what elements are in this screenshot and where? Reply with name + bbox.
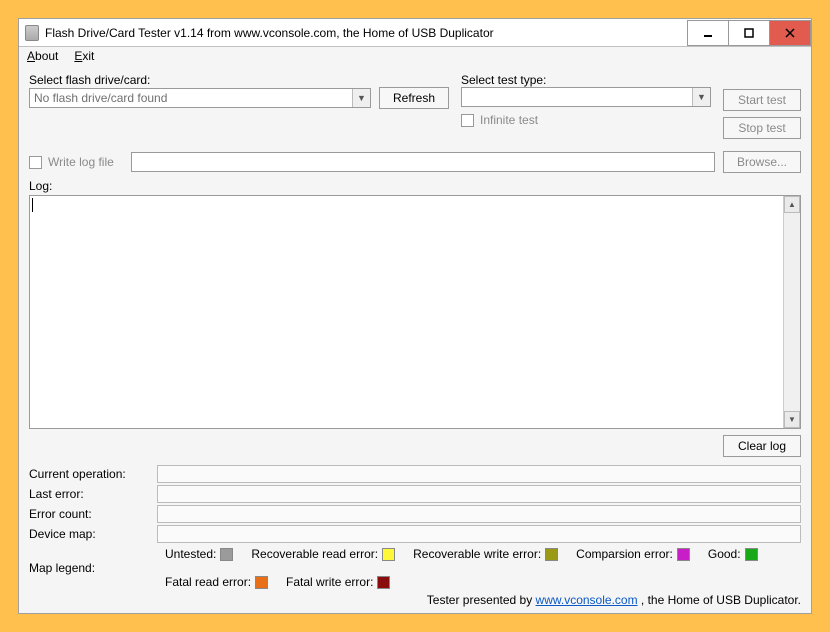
footer-link[interactable]: www.vconsole.com — [536, 593, 638, 607]
device-map-label: Device map: — [29, 527, 157, 541]
chevron-down-icon: ▼ — [352, 89, 370, 107]
legend-comp-swatch — [677, 548, 690, 561]
current-operation-value — [157, 465, 801, 483]
scroll-down-icon[interactable]: ▼ — [784, 411, 800, 428]
stop-test-button[interactable]: Stop test — [723, 117, 801, 139]
select-drive-label: Select flash drive/card: — [29, 73, 449, 87]
error-count-value — [157, 505, 801, 523]
legend-recw-swatch — [545, 548, 558, 561]
legend-recr-label: Recoverable read error: — [251, 547, 378, 561]
clear-log-button[interactable]: Clear log — [723, 435, 801, 457]
legend-fw-swatch — [377, 576, 390, 589]
legend-fr-swatch — [255, 576, 268, 589]
write-log-checkbox[interactable] — [29, 156, 42, 169]
refresh-button[interactable]: Refresh — [379, 87, 449, 109]
last-error-value — [157, 485, 801, 503]
write-log-label: Write log file — [48, 155, 114, 169]
legend-recw-label: Recoverable write error: — [413, 547, 541, 561]
footer-text: Tester presented by www.vconsole.com , t… — [29, 593, 801, 607]
drive-dropdown-value: No flash drive/card found — [34, 91, 167, 105]
titlebar: Flash Drive/Card Tester v1.14 from www.v… — [19, 19, 811, 47]
browse-button[interactable]: Browse... — [723, 151, 801, 173]
menu-exit[interactable]: Exit — [74, 49, 94, 63]
legend-recr-swatch — [382, 548, 395, 561]
legend-untested-label: Untested: — [165, 547, 216, 561]
chevron-down-icon: ▼ — [692, 88, 710, 106]
client-area: Select flash drive/card: No flash drive/… — [19, 67, 811, 613]
test-type-label: Select test type: — [461, 73, 711, 87]
legend-good-label: Good: — [708, 547, 741, 561]
device-map-value — [157, 525, 801, 543]
minimize-button[interactable] — [687, 20, 729, 46]
text-cursor — [32, 198, 33, 212]
log-file-path-input[interactable] — [131, 152, 715, 172]
current-operation-label: Current operation: — [29, 467, 157, 481]
map-legend-label: Map legend: — [29, 561, 157, 575]
menu-about[interactable]: About — [27, 49, 58, 63]
map-legend: Untested: Recoverable read error: Recove… — [165, 547, 785, 589]
legend-fr-label: Fatal read error: — [165, 575, 251, 589]
start-test-button[interactable]: Start test — [723, 89, 801, 111]
window-title: Flash Drive/Card Tester v1.14 from www.v… — [45, 26, 688, 40]
maximize-button[interactable] — [728, 20, 770, 46]
legend-good-swatch — [745, 548, 758, 561]
last-error-label: Last error: — [29, 487, 157, 501]
usb-icon — [25, 25, 39, 41]
main-window: Flash Drive/Card Tester v1.14 from www.v… — [18, 18, 812, 614]
legend-fw-label: Fatal write error: — [286, 575, 373, 589]
close-button[interactable] — [769, 20, 811, 46]
drive-dropdown[interactable]: No flash drive/card found ▼ — [29, 88, 371, 108]
infinite-test-label: Infinite test — [480, 113, 538, 127]
log-scrollbar[interactable]: ▲ ▼ — [783, 196, 800, 428]
infinite-test-checkbox[interactable] — [461, 114, 474, 127]
error-count-label: Error count: — [29, 507, 157, 521]
log-label: Log: — [29, 179, 801, 193]
log-textarea[interactable]: ▲ ▼ — [29, 195, 801, 429]
test-type-dropdown[interactable]: ▼ — [461, 87, 711, 107]
scroll-up-icon[interactable]: ▲ — [784, 196, 800, 213]
legend-comp-label: Comparsion error: — [576, 547, 673, 561]
menubar: About Exit — [19, 47, 811, 67]
legend-untested-swatch — [220, 548, 233, 561]
